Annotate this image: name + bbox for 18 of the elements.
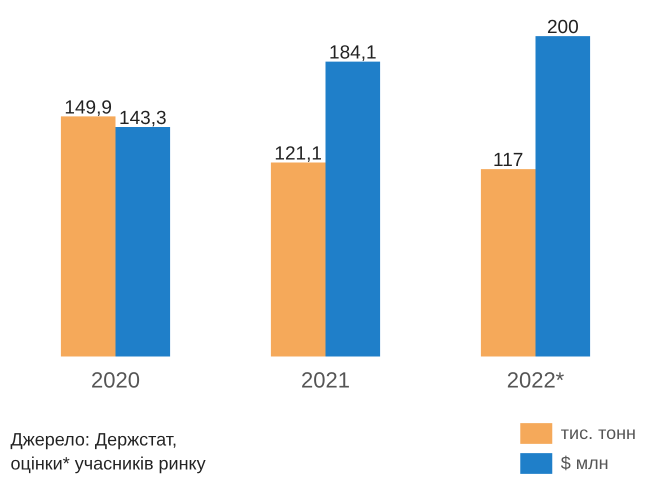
text: Джерело: Держстат, оцінки* учасників ринку (10, 430, 206, 474)
data-label: 184,1 (329, 42, 377, 64)
bar (116, 126, 170, 356)
bar (536, 36, 590, 356)
bar (326, 62, 380, 356)
data-label: 117 (493, 150, 524, 172)
x-tick-label: 2020 (91, 368, 140, 392)
legend-label: $ млн (560, 452, 609, 474)
legend-label: тис. тонн (560, 422, 636, 444)
data-label: 149,9 (64, 97, 112, 118)
data-label: 121,1 (274, 144, 322, 165)
data-label: 143,3 (119, 108, 167, 129)
x-tick-label: 2022* (506, 368, 565, 392)
bar (270, 162, 326, 356)
data-label: 200 (546, 17, 579, 38)
bar (60, 116, 116, 356)
bar (480, 169, 536, 356)
x-tick-label: 2021 (301, 368, 350, 392)
